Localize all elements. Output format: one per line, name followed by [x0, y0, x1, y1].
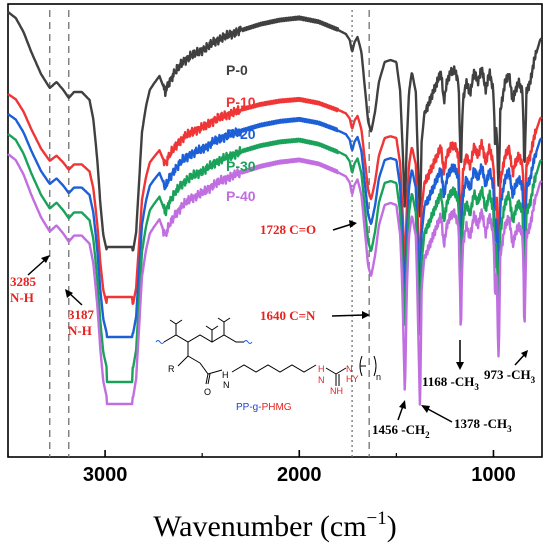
- svg-text:H: H: [222, 370, 229, 380]
- series-label-p40: P-40: [226, 188, 256, 204]
- x-axis-ticks: 3000 2000 1000: [7, 450, 516, 486]
- svg-text:N: N: [318, 375, 325, 385]
- annotation-3285: 3285 N-H: [10, 255, 50, 305]
- svg-text:NH: NH: [330, 386, 343, 396]
- svg-text:N-H: N-H: [68, 323, 92, 338]
- annotation-1640: 1640 C=N: [260, 308, 370, 323]
- spectra: [7, 11, 543, 406]
- svg-text:N: N: [346, 364, 353, 374]
- annotation-3187: 3187 N-H: [65, 289, 95, 338]
- molecule-structure: [155, 317, 377, 386]
- annotation-1378: 1378 -CH3: [421, 405, 512, 434]
- x-tick-label: 2000: [277, 464, 322, 486]
- x-tick-label: 1000: [471, 464, 516, 486]
- svg-text:H: H: [318, 364, 325, 374]
- annotation-1456: 1456 -CH2: [372, 400, 430, 440]
- svg-text:HY: HY: [346, 374, 359, 384]
- svg-text:3285: 3285: [10, 274, 37, 289]
- svg-text:n: n: [376, 372, 381, 382]
- series-label-p30: P-30: [226, 158, 256, 174]
- series-line-p-20: [7, 113, 543, 339]
- svg-text:N-H: N-H: [10, 290, 34, 305]
- x-tick-label: 3000: [83, 464, 128, 486]
- series-label-p0: P-0: [226, 62, 248, 78]
- series-label-p10: P-10: [226, 94, 256, 110]
- svg-text:R: R: [168, 364, 175, 374]
- annotation-1728: 1728 C=O: [260, 220, 357, 237]
- molecule-name: PP-g-PHMG: [236, 402, 292, 413]
- svg-text:1640 C=N: 1640 C=N: [260, 308, 316, 323]
- plot-frame: [7, 3, 543, 458]
- annotation-1168: 1168 -CH3: [422, 340, 479, 392]
- molecule-atoms: R O H N H N NH N HY n: [168, 364, 381, 397]
- svg-text:973 -CH3: 973 -CH3: [484, 367, 536, 385]
- series-line-p-0: [7, 11, 543, 252]
- svg-text:N: N: [223, 380, 230, 390]
- svg-text:1378 -CH3: 1378 -CH3: [454, 416, 512, 434]
- series-line-p-10: [7, 93, 543, 305]
- series-label-p20: P-20: [226, 126, 256, 142]
- annotation-973: 973 -CH3: [484, 350, 536, 385]
- series-line-p-30: [7, 133, 543, 384]
- svg-text:1456 -CH2: 1456 -CH2: [372, 422, 430, 440]
- svg-text:1168 -CH3: 1168 -CH3: [422, 374, 479, 392]
- svg-text:3187: 3187: [68, 307, 95, 322]
- reference-lines: [49, 10, 370, 457]
- series-line-p-40: [7, 153, 543, 406]
- x-axis-label: Wavenumber (cm−1): [153, 508, 397, 543]
- svg-text:1728 C=O: 1728 C=O: [260, 222, 316, 237]
- svg-text:O: O: [204, 387, 211, 397]
